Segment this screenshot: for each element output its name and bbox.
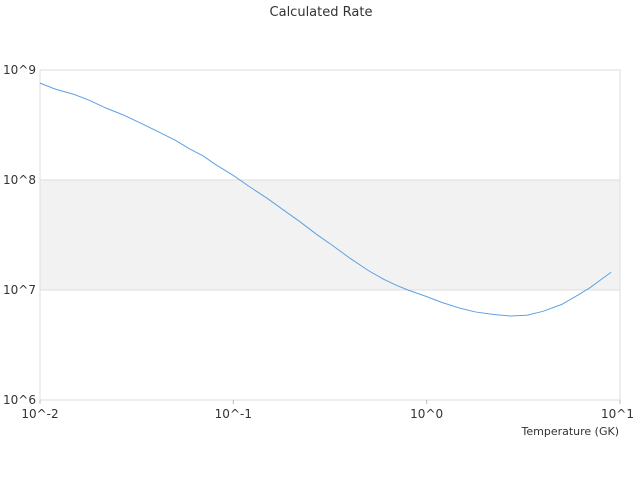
shaded-band bbox=[40, 180, 620, 290]
plot-area: 10^6 10^7 10^8 10^9 10^-2 10^-1 10^0 10^1 bbox=[3, 63, 634, 421]
y-tick-label: 10^6 bbox=[3, 393, 36, 407]
series-line bbox=[39, 82, 612, 317]
y-tick-label: 10^8 bbox=[3, 173, 36, 187]
x-tick-label: 10^1 bbox=[601, 407, 634, 421]
x-tick-label: 10^0 bbox=[410, 407, 443, 421]
x-tick-label: 10^-1 bbox=[215, 407, 252, 421]
x-tick-label: 10^-2 bbox=[21, 407, 58, 421]
y-tick-label: 10^9 bbox=[3, 63, 36, 77]
x-axis-label: Temperature (GK) bbox=[521, 425, 620, 438]
y-tick-label: 10^7 bbox=[3, 283, 36, 297]
chart-title: Calculated Rate bbox=[270, 5, 373, 20]
